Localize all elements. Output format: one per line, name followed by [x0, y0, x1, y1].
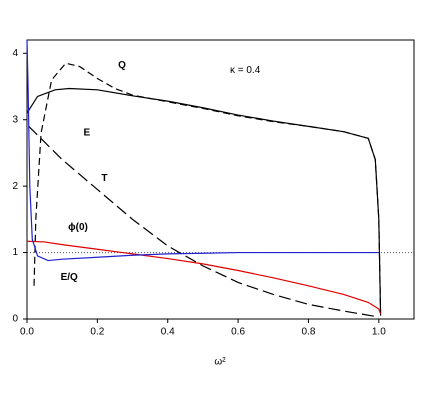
series-line: [28, 125, 379, 318]
series-label: ϕ(0): [68, 222, 88, 233]
y-tick-label: 1: [12, 247, 18, 258]
y-tick-label: 3: [12, 114, 18, 125]
x-tick-label: 0.4: [161, 327, 175, 338]
annotation: κ = 0.4: [230, 65, 261, 76]
x-tick-label: 0.0: [20, 327, 34, 338]
series-line: [26, 240, 382, 314]
series-label: Q: [118, 60, 126, 71]
plot-frame: [26, 39, 415, 320]
y-tick-label: 4: [12, 48, 18, 59]
y-tick-label: 0: [12, 314, 18, 325]
series-line: [33, 62, 382, 313]
series-line: [26, 39, 379, 262]
series-label: E/Q: [61, 272, 78, 283]
series-label: T: [101, 173, 107, 184]
x-tick-label: 0.2: [90, 327, 104, 338]
x-tick-label: 1.0: [372, 327, 386, 338]
y-tick-label: 2: [12, 181, 18, 192]
series-line: [26, 87, 382, 316]
x-axis-label: ω²: [214, 357, 226, 368]
series-label: E: [83, 128, 90, 139]
x-tick-label: 0.8: [302, 327, 316, 338]
x-tick-label: 0.6: [231, 327, 245, 338]
